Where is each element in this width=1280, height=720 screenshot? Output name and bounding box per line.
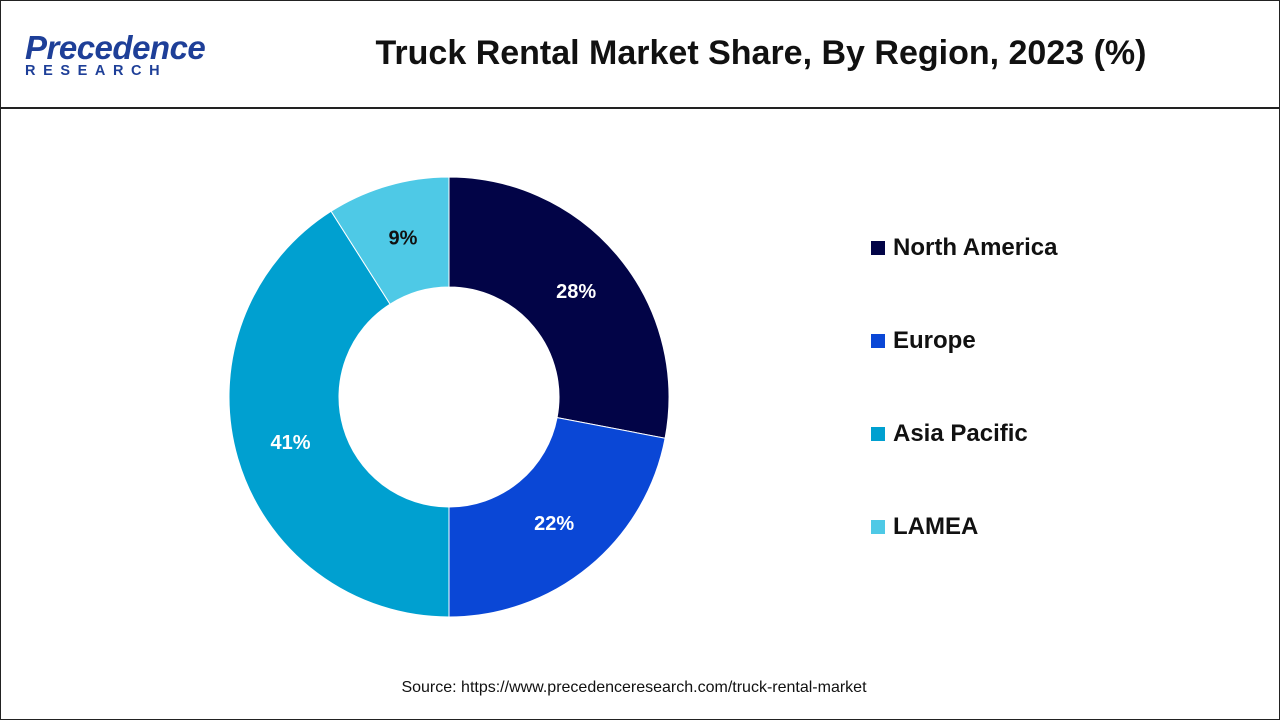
logo-wordmark: Precedence	[25, 29, 206, 66]
legend-label-lamea: LAMEA	[893, 513, 979, 540]
slice-asia-pacific	[228, 210, 450, 618]
slice-lamea	[330, 176, 450, 305]
logo-subtitle: RESEARCH	[25, 63, 168, 79]
legend-label-asia-pacific: Asia Pacific	[893, 420, 1028, 447]
legend-label-europe: Europe	[893, 327, 976, 354]
data-label-asia-pacific: 41%	[271, 432, 311, 454]
legend-swatch-north-america	[871, 241, 885, 255]
chart-title: Truck Rental Market Share, By Region, 20…	[375, 34, 1147, 72]
legend-label-north-america: North America	[893, 234, 1058, 261]
data-label-north-america: 28%	[556, 281, 596, 303]
legend-item-asia-pacific: Asia Pacific	[871, 419, 1231, 449]
header: Precedence RESEARCH Truck Rental Market …	[1, 1, 1279, 109]
slice-north-america	[448, 176, 670, 439]
legend-item-lamea: LAMEA	[871, 512, 1231, 542]
logo: Precedence RESEARCH	[23, 31, 213, 81]
data-label-lamea: 9%	[389, 228, 418, 250]
slice-europe	[448, 417, 666, 618]
legend-swatch-lamea	[871, 520, 885, 534]
source-note: Source: https://www.precedenceresearch.c…	[401, 679, 867, 696]
legend-item-europe: Europe	[871, 326, 1231, 356]
legend-item-north-america: North America	[871, 233, 1231, 263]
data-label-europe: 22%	[534, 513, 574, 535]
donut-chart: 28% 22% 41% 9%	[228, 176, 670, 618]
legend-swatch-asia-pacific	[871, 427, 885, 441]
legend-swatch-europe	[871, 334, 885, 348]
